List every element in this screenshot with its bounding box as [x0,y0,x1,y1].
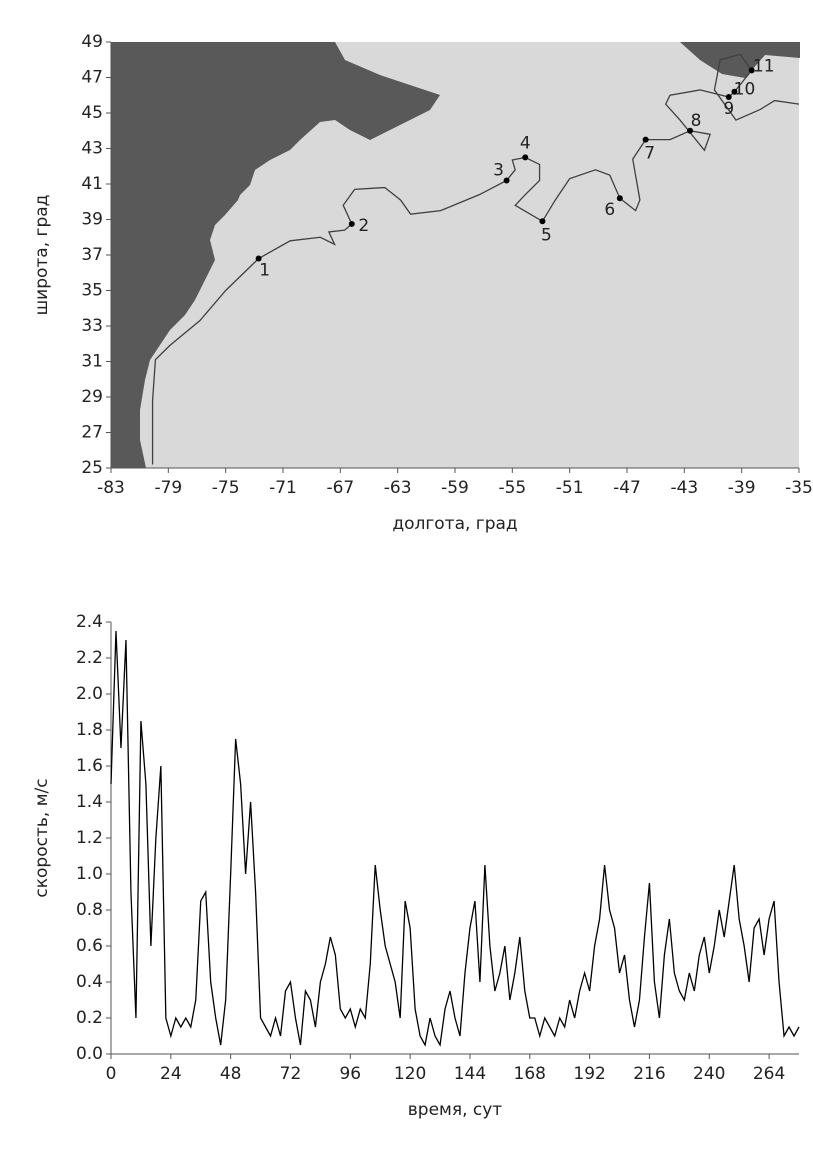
y-tick-label: 0.8 [76,900,103,920]
point-marker [731,88,738,95]
point-label: 1 [259,261,270,281]
x-tick-label: 144 [454,1064,486,1084]
y-axis-label: широта, град [32,195,52,316]
point-label: 11 [753,56,775,76]
y-tick-label: 1.0 [76,864,103,884]
point-marker [503,177,510,184]
x-tick-label: 120 [394,1064,426,1084]
y-tick-label: 1.2 [76,828,103,848]
y-tick-label: 27 [81,423,103,443]
point-marker [539,218,546,225]
x-tick-label: -43 [670,478,698,498]
y-tick-label: 31 [81,352,103,372]
y-tick-label: 37 [81,245,103,265]
y-tick-label: 1.8 [76,720,103,740]
x-tick-label: -55 [498,478,526,498]
x-tick-label: -83 [97,478,125,498]
x-tick-label: 264 [753,1064,785,1084]
point-label: 8 [691,111,702,131]
point-label: 3 [493,160,504,180]
data-line [151,53,800,465]
x-axis-label: долгота, град [392,514,517,534]
x-tick-label: -79 [154,478,182,498]
x-tick-label: -59 [441,478,469,498]
x-tick-label: 48 [220,1064,242,1084]
x-tick-label: -39 [728,478,756,498]
y-tick-label: 0.0 [76,1044,103,1064]
y-tick-label: 2.2 [76,648,103,668]
land [111,42,440,468]
point-marker [255,255,262,262]
point-label: 10 [734,80,756,100]
x-tick-label: -67 [326,478,354,498]
y-tick-label: 47 [81,68,103,88]
x-tick-label: 240 [693,1064,725,1084]
x-tick-label: 0 [106,1064,117,1084]
y-axis-label: скорость, м/с [32,778,52,897]
point-label: 7 [644,144,655,164]
y-tick-label: 1.4 [76,792,103,812]
y-tick-label: 2.4 [76,612,103,632]
point-marker [748,67,755,74]
x-tick-label: 168 [514,1064,546,1084]
y-tick-label: 43 [81,139,103,159]
x-tick-label: -47 [613,478,641,498]
point-label: 4 [520,133,531,153]
y-tick-label: 25 [81,458,103,478]
x-tick-label: -35 [785,478,813,498]
x-tick-label: -51 [556,478,584,498]
point-marker [348,220,355,227]
point-label: 5 [541,225,552,245]
x-axis-label: время, сут [408,1100,503,1120]
y-tick-label: 41 [81,174,103,194]
x-tick-label: 24 [160,1064,182,1084]
x-tick-label: -75 [212,478,240,498]
y-tick-label: 39 [81,210,103,230]
point-label: 6 [604,200,615,220]
data-line [110,630,800,1048]
y-tick-label: 0.6 [76,936,103,956]
x-tick-label: 192 [573,1064,605,1084]
y-tick-label: 0.4 [76,972,103,992]
x-tick-label: 216 [633,1064,665,1084]
x-tick-label: -63 [384,478,412,498]
land [680,42,800,78]
y-tick-label: 33 [81,316,103,336]
point-label: 2 [358,216,369,236]
point-marker [725,94,732,101]
y-tick-label: 2.0 [76,684,103,704]
x-tick-label: 72 [280,1064,302,1084]
y-tick-label: 35 [81,281,103,301]
point-marker [616,195,623,202]
y-tick-label: 1.6 [76,756,103,776]
point-label: 9 [723,99,734,119]
point-marker [642,136,649,143]
y-tick-label: 29 [81,387,103,407]
point-marker [687,127,694,134]
y-tick-label: 45 [81,103,103,123]
point-marker [522,154,529,161]
y-tick-label: 49 [81,32,103,52]
y-tick-label: 0.2 [76,1008,103,1028]
x-tick-label: 96 [339,1064,361,1084]
x-tick-label: -71 [269,478,297,498]
